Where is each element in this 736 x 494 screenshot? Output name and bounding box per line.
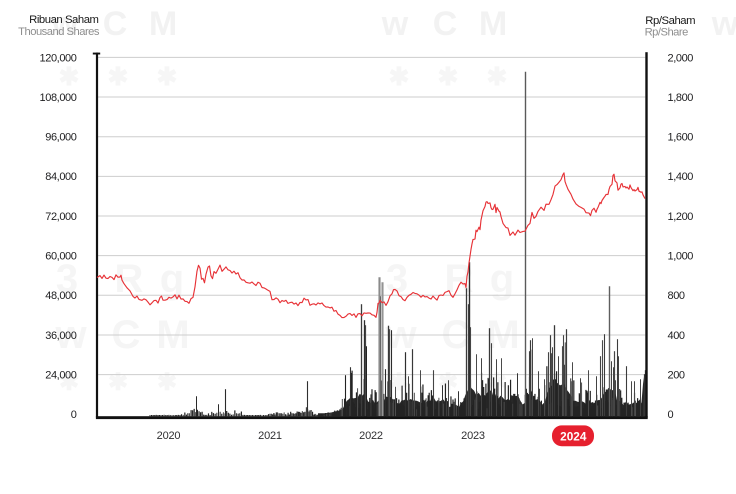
svg-text:✱: ✱ — [59, 63, 80, 91]
svg-text:120,000: 120,000 — [40, 52, 77, 64]
svg-text:R: R — [115, 257, 144, 301]
svg-text:2020: 2020 — [157, 430, 181, 442]
svg-text:✱: ✱ — [438, 63, 459, 91]
svg-text:2,000: 2,000 — [668, 52, 694, 64]
svg-text:1,000: 1,000 — [668, 251, 694, 263]
svg-text:✱: ✱ — [157, 63, 178, 91]
svg-text:1,800: 1,800 — [668, 92, 694, 104]
svg-text:1,600: 1,600 — [668, 132, 694, 144]
svg-text:60,000: 60,000 — [45, 251, 77, 263]
svg-text:2022: 2022 — [359, 430, 383, 442]
svg-text:✱: ✱ — [108, 369, 128, 396]
svg-text:w: w — [54, 313, 87, 357]
svg-text:48,000: 48,000 — [45, 290, 77, 302]
svg-text:Rp/Share: Rp/Share — [645, 27, 689, 39]
svg-text:800: 800 — [668, 290, 685, 302]
svg-text:200: 200 — [668, 370, 685, 382]
svg-text:g: g — [160, 257, 184, 301]
svg-text:0: 0 — [668, 409, 674, 421]
svg-text:✱: ✱ — [487, 63, 508, 91]
svg-text:36,000: 36,000 — [45, 330, 77, 342]
svg-text:Thousand Shares: Thousand Shares — [18, 26, 100, 38]
svg-text:0: 0 — [71, 409, 77, 421]
svg-text:✱: ✱ — [59, 369, 79, 396]
svg-text:✱: ✱ — [108, 63, 129, 91]
svg-text:24,000: 24,000 — [45, 370, 77, 382]
svg-text:2024: 2024 — [560, 429, 587, 443]
svg-text:1,200: 1,200 — [668, 211, 694, 223]
svg-text:Ribuan Saham: Ribuan Saham — [29, 14, 98, 26]
svg-text:Rp/Saham: Rp/Saham — [645, 15, 695, 27]
svg-text:1,400: 1,400 — [668, 171, 694, 183]
svg-text:3: 3 — [56, 257, 78, 301]
svg-text:M: M — [149, 5, 177, 43]
svg-text:C: C — [103, 5, 128, 43]
svg-text:96,000: 96,000 — [45, 132, 77, 144]
svg-text:84,000: 84,000 — [45, 171, 77, 183]
svg-text:72,000: 72,000 — [45, 211, 77, 223]
svg-text:3: 3 — [386, 257, 408, 301]
svg-text:2021: 2021 — [258, 430, 282, 442]
svg-text:✱: ✱ — [389, 369, 409, 396]
svg-text:w: w — [711, 5, 736, 43]
svg-text:g: g — [490, 257, 514, 301]
svg-text:2023: 2023 — [461, 430, 485, 442]
svg-text:400: 400 — [668, 330, 685, 342]
svg-text:✱: ✱ — [157, 369, 177, 396]
svg-text:108,000: 108,000 — [40, 92, 77, 104]
svg-text:w: w — [51, 5, 79, 43]
svg-text:C: C — [433, 5, 458, 43]
svg-text:✱: ✱ — [389, 63, 410, 91]
svg-text:w: w — [381, 5, 409, 43]
svg-text:M: M — [479, 5, 507, 43]
